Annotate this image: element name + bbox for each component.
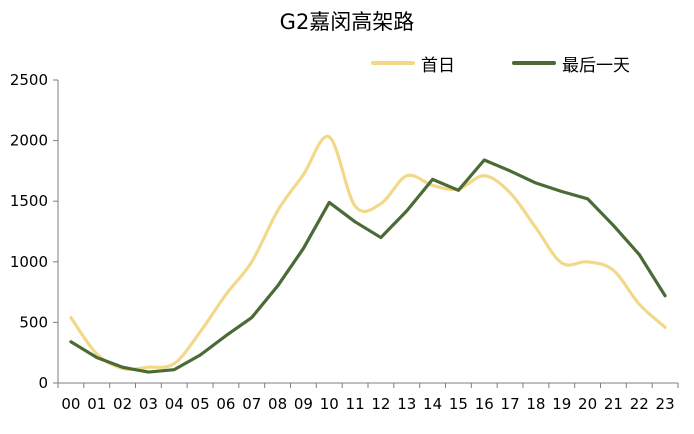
y-tick-label: 1000 (10, 253, 48, 271)
y-tick-label: 2500 (10, 71, 48, 89)
x-tick-label: 16 (475, 395, 494, 413)
y-tick-label: 0 (38, 374, 48, 392)
x-tick-label: 17 (501, 395, 520, 413)
x-tick-label: 11 (346, 395, 365, 413)
legend-item-series-2: 最后一天 (512, 52, 630, 76)
x-tick-label: 13 (397, 395, 416, 413)
x-tick-label: 14 (423, 395, 442, 413)
x-tick-label: 00 (61, 395, 80, 413)
x-tick-label: 07 (242, 395, 261, 413)
x-tick-label: 20 (578, 395, 597, 413)
x-tick-label: 18 (526, 395, 545, 413)
series-line-2 (69, 158, 667, 374)
x-tick-label: 03 (139, 395, 158, 413)
x-tick-label: 23 (656, 395, 675, 413)
x-tick-label: 09 (294, 395, 313, 413)
y-tick-label: 2000 (10, 132, 48, 150)
series-line-1 (69, 134, 667, 371)
x-tick-label: 02 (113, 395, 132, 413)
x-tick-label: 01 (87, 395, 106, 413)
legend-swatch-series-1 (371, 61, 415, 65)
legend-label-series-2: 最后一天 (562, 55, 630, 76)
y-tick-label: 1500 (10, 192, 48, 210)
x-tick-label: 21 (604, 395, 623, 413)
x-tick-label: 04 (165, 395, 184, 413)
x-tick-label: 22 (630, 395, 649, 413)
x-tick-label: 08 (268, 395, 287, 413)
legend-label-series-1: 首日 (421, 55, 455, 76)
x-tick-label: 05 (191, 395, 210, 413)
x-tick-label: 19 (552, 395, 571, 413)
x-tick-label: 10 (320, 395, 339, 413)
y-tick-label: 500 (19, 313, 48, 331)
x-tick-label: 12 (371, 395, 390, 413)
x-tick-label: 06 (216, 395, 235, 413)
x-tick-label: 15 (449, 395, 468, 413)
legend-item-series-1: 首日 (371, 52, 455, 76)
legend-swatch-series-2 (512, 61, 556, 65)
chart-title: G2嘉闵高架路 (279, 10, 415, 34)
